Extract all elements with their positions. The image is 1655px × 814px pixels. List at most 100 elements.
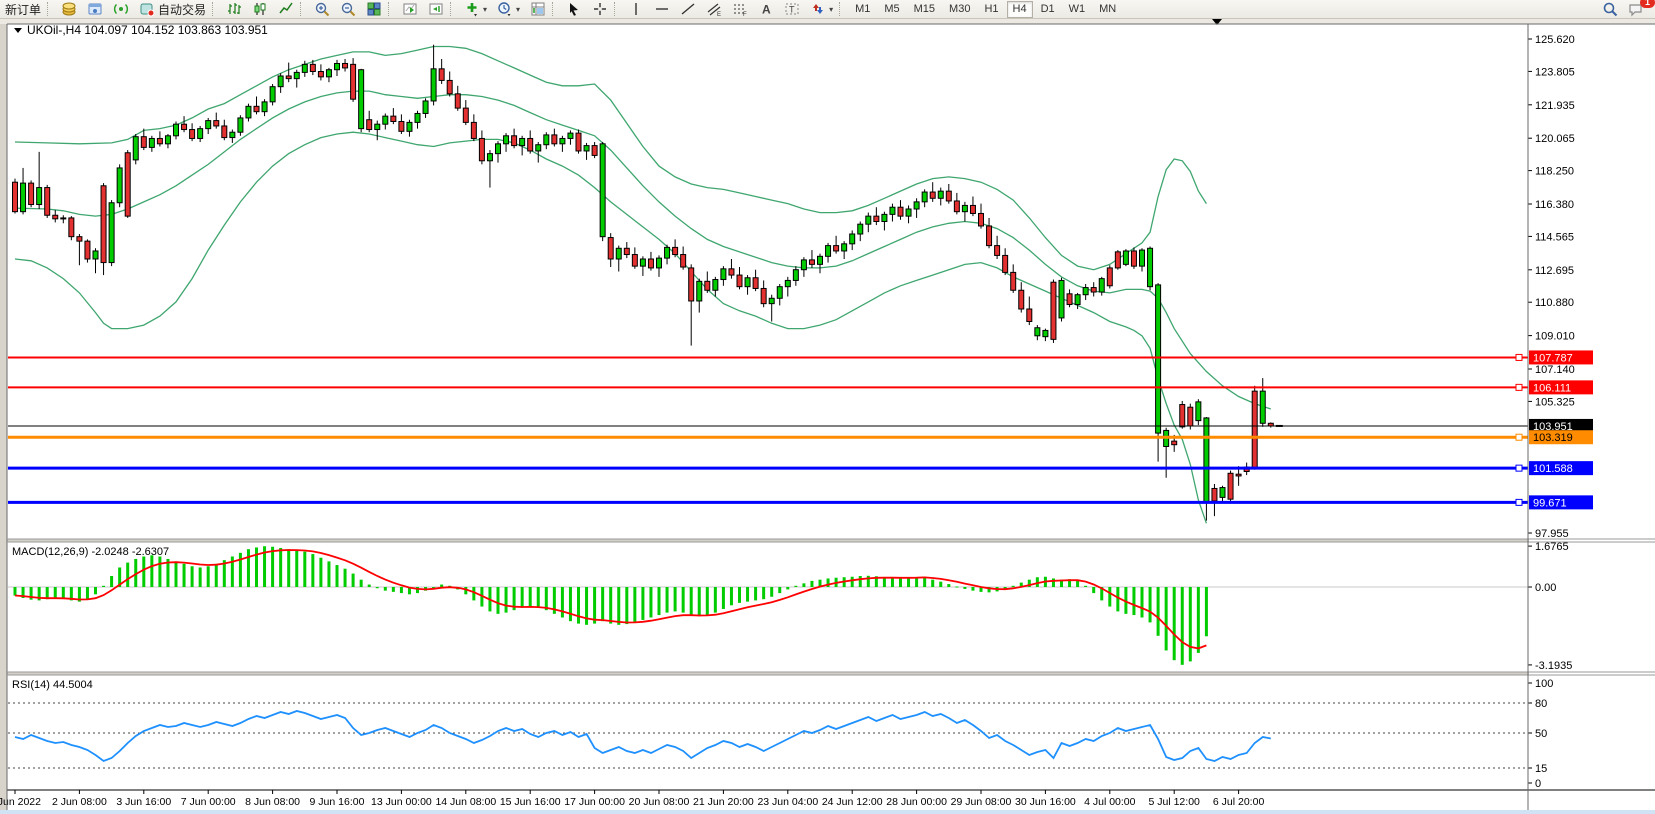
macd-scale-label: 1.6765 — [1535, 541, 1569, 553]
toolbar-separator — [47, 2, 55, 16]
new-order-button[interactable]: 新订单 — [0, 1, 46, 17]
notification-badge: 1 — [1640, 0, 1655, 8]
auto-scroll-button[interactable] — [397, 1, 423, 17]
periods-button[interactable]: ▾ — [492, 1, 525, 17]
time-tick-label: 5 Jul 12:00 — [1149, 796, 1201, 808]
arrows-button[interactable]: ▾ — [805, 1, 838, 17]
zoom-in-button[interactable] — [309, 1, 335, 17]
crosshair-button[interactable] — [587, 1, 613, 17]
zoom-out-button[interactable] — [335, 1, 361, 17]
templates-button[interactable] — [525, 1, 551, 17]
timeframe-button-d1[interactable]: D1 — [1040, 2, 1055, 15]
crosshair-icon — [592, 1, 608, 17]
candlestick-series — [12, 44, 1274, 521]
price-tick-label: 110.880 — [1535, 297, 1574, 309]
tile-windows-icon — [366, 1, 382, 17]
chevron-down-icon: ▾ — [516, 4, 521, 14]
macd-scale-label: 0.00 — [1535, 582, 1556, 594]
fibonacci-button[interactable]: F — [727, 1, 753, 18]
trendline-icon — [680, 1, 696, 17]
timeframe-button-m5[interactable]: M5 — [884, 2, 900, 15]
candle-chart-icon — [252, 1, 268, 17]
price-badge-103.951 — [1529, 418, 1593, 433]
timeframe-button-m30[interactable]: M30 — [949, 2, 971, 15]
search-button[interactable] — [1597, 1, 1623, 17]
signals-button[interactable] — [108, 1, 134, 17]
rsi-scale-label: 50 — [1535, 728, 1547, 740]
indicators-button[interactable]: ▾ — [459, 1, 492, 17]
cursor-icon — [566, 1, 582, 17]
time-tick-label: 29 Jun 08:00 — [951, 796, 1012, 808]
line-chart-button[interactable] — [273, 1, 299, 17]
zoom-out-icon — [340, 1, 356, 17]
hline-icon — [654, 1, 670, 17]
text-button[interactable]: A — [753, 1, 779, 17]
trendline-button[interactable] — [675, 1, 701, 17]
chevron-down-icon: ▾ — [483, 4, 488, 14]
horizontal-line-objects[interactable] — [8, 353, 1528, 506]
timeframe-button-w1[interactable]: W1 — [1068, 2, 1086, 15]
auto-trading-button[interactable]: 自动交易 — [134, 1, 211, 17]
timeframe-button-h1[interactable]: H1 — [984, 2, 999, 15]
hline-button[interactable] — [649, 1, 675, 17]
bar-chart-icon — [226, 1, 242, 17]
signals-icon — [113, 1, 129, 17]
timeframe-button-m1[interactable]: M1 — [855, 2, 871, 15]
auto-trading-button-label: 自动交易 — [158, 2, 207, 17]
price-badge-101.588 — [1529, 461, 1593, 476]
vline-button[interactable] — [623, 1, 649, 17]
toolbar-separator — [388, 2, 396, 16]
toolbar-separator — [614, 2, 622, 16]
autotrade-icon — [139, 1, 155, 17]
chart-shift-button[interactable] — [423, 1, 449, 17]
pane-splitter[interactable] — [7, 539, 1655, 542]
macd-label: MACD(12,26,9) -2.0248 -2.6307 — [12, 546, 169, 558]
tile-windows-button[interactable] — [361, 1, 387, 17]
channel-icon: E — [706, 1, 722, 18]
rsi-indicator — [8, 702, 1528, 769]
rsi-line — [14, 710, 1271, 763]
price-tick-label: 120.065 — [1535, 133, 1575, 145]
price-tick-label: 116.380 — [1535, 199, 1574, 211]
bar-chart-button[interactable] — [221, 1, 247, 17]
chart-background — [7, 24, 1655, 810]
price-badge-label: 101.588 — [1533, 463, 1573, 475]
timeframe-button-m15[interactable]: M15 — [913, 2, 936, 15]
window-left-frame — [0, 24, 7, 810]
hline-handle[interactable] — [1515, 464, 1523, 472]
template-icon — [530, 1, 546, 17]
timeframe-button-h4[interactable]: H4 — [1006, 0, 1033, 18]
notifications-button[interactable]: 1 — [1623, 0, 1655, 17]
svg-text:T: T — [789, 5, 795, 15]
history-center-button[interactable] — [56, 1, 82, 17]
time-tick-label: 7 Jun 00:00 — [181, 796, 236, 808]
price-badge-103.319 — [1529, 430, 1593, 445]
chart-shift-marker-icon[interactable] — [1212, 19, 1222, 25]
rsi-scale-label: 15 — [1535, 763, 1547, 775]
clock-icon — [497, 1, 513, 17]
toolbar-separator — [839, 2, 847, 16]
svg-text:F: F — [743, 12, 747, 17]
candle-chart-button[interactable] — [247, 1, 273, 17]
channel-button[interactable]: E — [701, 1, 727, 18]
price-tick-label: 105.325 — [1535, 396, 1575, 408]
terminal-button[interactable] — [82, 1, 108, 17]
hline-handle[interactable] — [1515, 498, 1523, 506]
cursor-button[interactable] — [561, 1, 587, 17]
price-tick-label: 107.140 — [1535, 364, 1575, 376]
price-axis[interactable]: 125.620 123.805 121.935 120.065 118.250 116.3… — [1528, 24, 1655, 810]
pane-splitter[interactable] — [7, 672, 1655, 675]
time-axis[interactable]: 1 Jun 2022 2 Jun 08:00 3 Jun 16:00 7 Jun 00… — [0, 789, 1655, 810]
symbol-dropdown-icon[interactable] — [14, 28, 22, 33]
time-tick-label: 17 Jun 00:00 — [564, 796, 625, 808]
chart-window[interactable]: UKOil-,H4 104.097 104.152 103.863 103.95… — [0, 18, 1655, 814]
new-order-button-label: 新订单 — [5, 2, 42, 17]
timeframe-button-mn[interactable]: MN — [1099, 2, 1117, 15]
hline-handle[interactable] — [1515, 353, 1523, 361]
time-tick-label: 6 Jul 20:00 — [1213, 796, 1265, 808]
text-label-button[interactable]: T — [779, 1, 805, 17]
hline-handle[interactable] — [1515, 433, 1523, 441]
hline-handle[interactable] — [1515, 383, 1523, 391]
time-tick-label: 30 Jun 16:00 — [1015, 796, 1076, 808]
chart-canvas[interactable]: UKOil-,H4 104.097 104.152 103.863 103.95… — [0, 18, 1655, 814]
